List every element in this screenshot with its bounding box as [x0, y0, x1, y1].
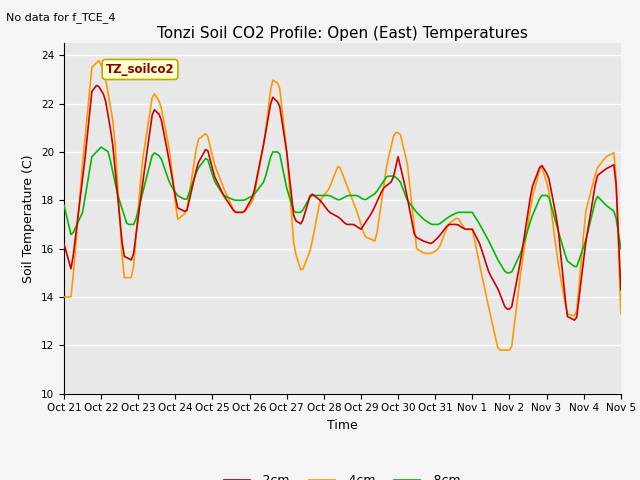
- Y-axis label: Soil Temperature (C): Soil Temperature (C): [22, 154, 35, 283]
- Title: Tonzi Soil CO2 Profile: Open (East) Temperatures: Tonzi Soil CO2 Profile: Open (East) Temp…: [157, 25, 528, 41]
- Text: No data for f_TCE_4: No data for f_TCE_4: [6, 12, 116, 23]
- X-axis label: Time: Time: [327, 419, 358, 432]
- Text: TZ_soilco2: TZ_soilco2: [106, 63, 174, 76]
- Legend: -2cm, -4cm, -8cm: -2cm, -4cm, -8cm: [219, 469, 466, 480]
